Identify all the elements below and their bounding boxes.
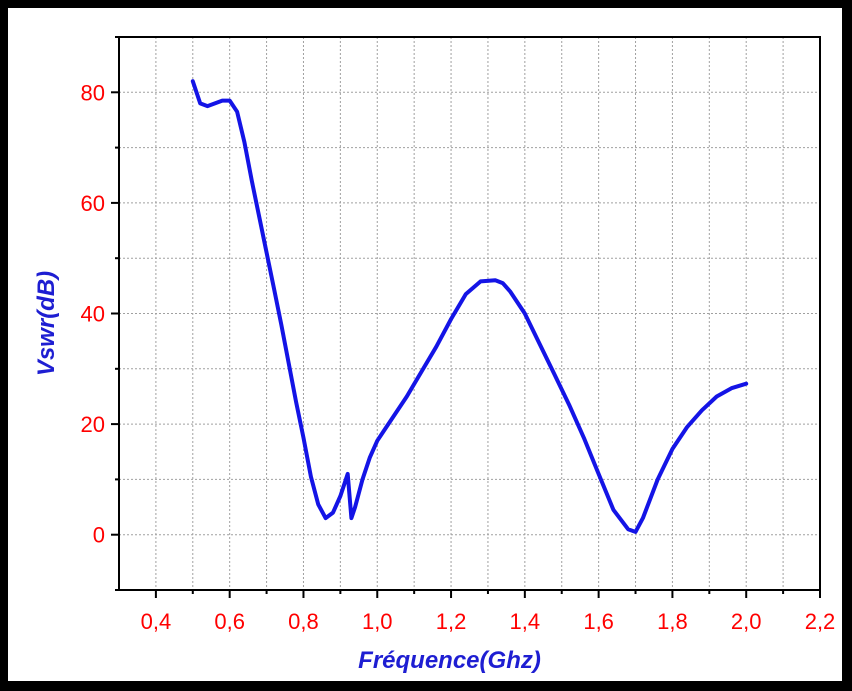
x-tick-label: 0,6 bbox=[214, 609, 245, 634]
x-tick-label: 0,4 bbox=[141, 609, 172, 634]
x-tick-label: 1,8 bbox=[657, 609, 688, 634]
x-tick-label: 1,0 bbox=[362, 609, 393, 634]
x-tick-label: 2,2 bbox=[805, 609, 836, 634]
y-tick-label: 60 bbox=[81, 191, 105, 216]
y-tick-label: 80 bbox=[81, 80, 105, 105]
y-axis-title: Vswr(dB) bbox=[33, 271, 60, 376]
x-tick-label: 1,6 bbox=[583, 609, 614, 634]
y-tick-label: 20 bbox=[81, 412, 105, 437]
x-tick-label: 1,2 bbox=[436, 609, 467, 634]
series-line-vswr bbox=[190, 79, 749, 534]
x-tick-label: 0,8 bbox=[288, 609, 319, 634]
x-tick-label: 1,4 bbox=[510, 609, 541, 634]
x-tick-label: 2,0 bbox=[731, 609, 762, 634]
y-tick-label: 40 bbox=[81, 302, 105, 327]
x-axis-title: Fréquence(Ghz) bbox=[358, 647, 541, 674]
y-tick-label: 0 bbox=[93, 523, 105, 548]
